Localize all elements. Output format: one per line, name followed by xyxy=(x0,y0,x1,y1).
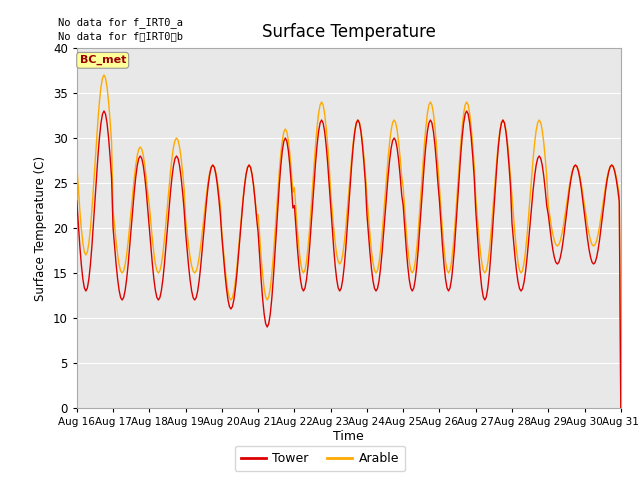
Text: BC_met: BC_met xyxy=(79,55,126,65)
Y-axis label: Surface Temperature (C): Surface Temperature (C) xyxy=(35,156,47,300)
Text: No data for f_IRT0_a: No data for f_IRT0_a xyxy=(58,17,182,28)
Title: Surface Temperature: Surface Temperature xyxy=(262,23,436,41)
Text: No data for f͟IRT0͟b: No data for f͟IRT0͟b xyxy=(58,31,182,41)
X-axis label: Time: Time xyxy=(333,430,364,443)
Legend: Tower, Arable: Tower, Arable xyxy=(235,446,405,471)
